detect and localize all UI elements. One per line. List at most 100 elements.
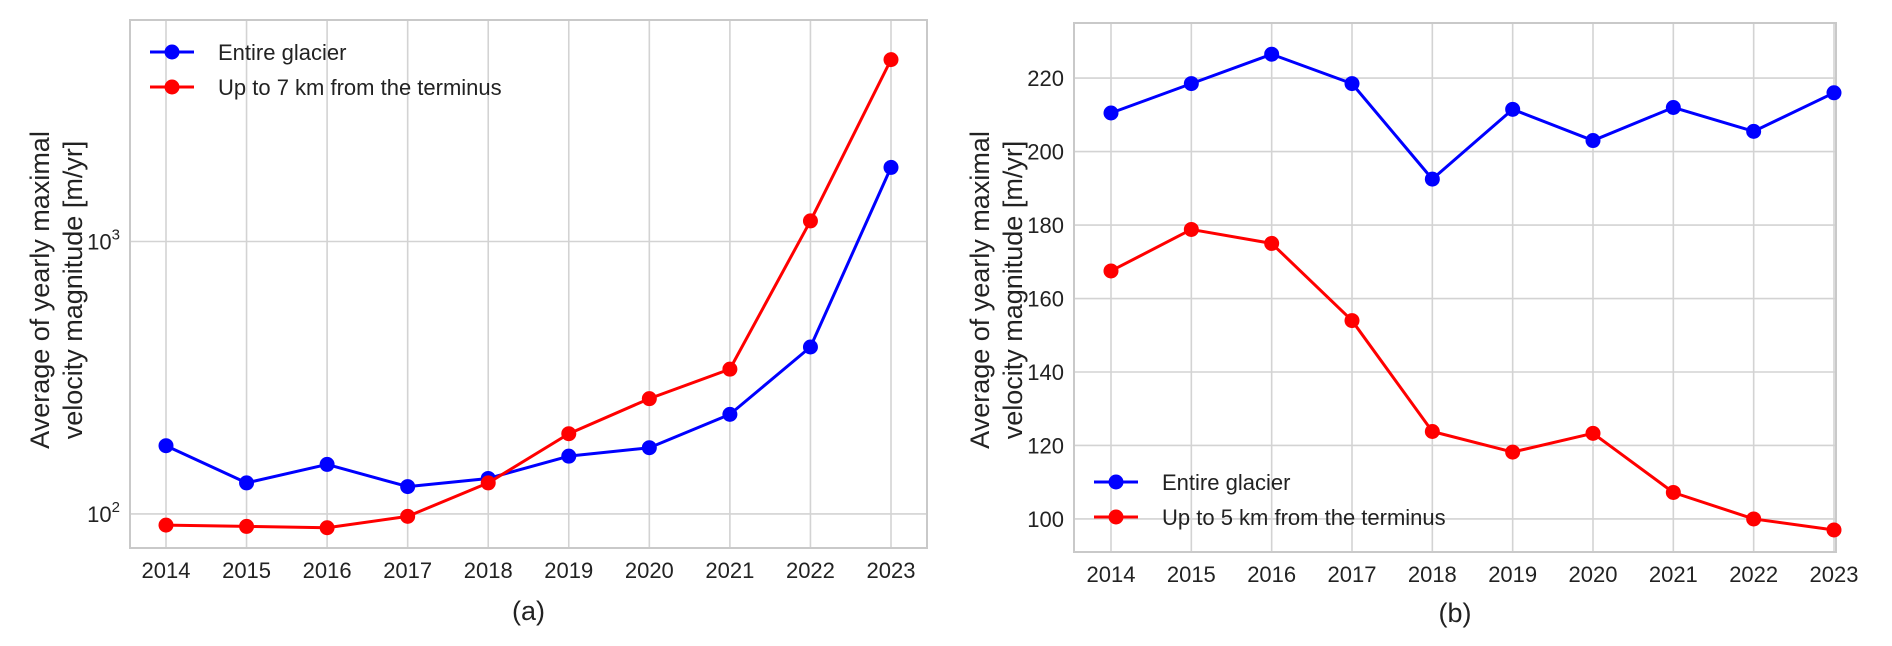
x-tick-label: 2014 (142, 558, 191, 583)
data-point (561, 426, 577, 442)
legend-label: Entire glacier (1162, 470, 1290, 495)
y-tick-label: 140 (1027, 360, 1064, 385)
panel-label: (a) (512, 596, 545, 626)
data-point (1585, 133, 1601, 149)
data-point (1746, 123, 1762, 139)
y-axis-label: velocity magnitude [m/yr] (58, 141, 88, 440)
data-point (722, 406, 738, 422)
data-point (883, 52, 899, 68)
y-axis-label: velocity magnitude [m/yr] (998, 141, 1028, 440)
series-near-terminus (1103, 221, 1842, 538)
data-point (158, 438, 174, 454)
plot-frame (1073, 22, 1837, 553)
x-tick-label: 2023 (867, 558, 916, 583)
data-point (722, 361, 738, 377)
data-point (1183, 76, 1199, 92)
y-axis-label: Average of yearly maximal (965, 131, 995, 449)
y-tick-label: 220 (1027, 66, 1064, 91)
data-point (239, 475, 255, 491)
data-point (883, 159, 899, 175)
data-point (802, 213, 818, 229)
data-point (1264, 235, 1280, 251)
x-tick-label: 2022 (1729, 562, 1778, 587)
legend: Entire glacier Up to 7 km from the termin… (150, 40, 502, 100)
legend-marker (164, 79, 180, 95)
legend-marker (164, 44, 180, 60)
data-point (641, 440, 657, 456)
data-point (1746, 511, 1762, 527)
data-point (400, 508, 416, 524)
y-axis-label: Average of yearly maximal (25, 131, 55, 449)
data-point (1585, 425, 1601, 441)
x-tick-label: 2022 (786, 558, 835, 583)
series-entire-glacier (1103, 46, 1842, 187)
legend: Entire glacier Up to 5 km from the termin… (1094, 470, 1446, 530)
data-point (158, 517, 174, 533)
legend-label: Entire glacier (218, 40, 346, 65)
data-point (1344, 76, 1360, 92)
x-tick-label: 2016 (303, 558, 352, 583)
x-tick-label: 2018 (1408, 562, 1457, 587)
data-point (1103, 105, 1119, 121)
data-point (319, 456, 335, 472)
gridlines (1074, 23, 1836, 552)
x-tick-label: 2021 (1649, 562, 1698, 587)
data-point (1103, 263, 1119, 279)
series-line (1110, 52, 1835, 181)
data-point (400, 479, 416, 495)
y-tick-label: 120 (1027, 433, 1064, 458)
y-tick-label: 100 (1027, 507, 1064, 532)
x-tick-label: 2019 (544, 558, 593, 583)
y-tick-label: 103 (87, 226, 120, 254)
data-point (641, 391, 657, 407)
x-tick-label: 2018 (464, 558, 513, 583)
chart-panel-a: 2014 2015 2016 2017 2018 2019 2020 2021 2022 2023… (25, 19, 928, 626)
y-tick-label: 102 (87, 499, 120, 527)
data-point (1424, 171, 1440, 187)
y-tick-label: 180 (1027, 213, 1064, 238)
data-point (1264, 46, 1280, 62)
panel-label: (b) (1439, 598, 1472, 628)
x-tick-label: 2014 (1087, 562, 1136, 587)
data-point (1826, 522, 1842, 538)
x-tick-label: 2017 (1328, 562, 1377, 587)
x-tick-label: 2019 (1488, 562, 1537, 587)
plot-frame (129, 19, 928, 549)
y-tick-label: 200 (1027, 140, 1064, 165)
data-point (561, 448, 577, 464)
legend-label: Up to 5 km from the terminus (1162, 505, 1446, 530)
legend-marker (1108, 509, 1124, 525)
data-point (1183, 221, 1199, 237)
chart-a-svg: 2014 2015 2016 2017 2018 2019 2020 2021 2022 2023… (25, 19, 928, 626)
x-tick-label: 2020 (625, 558, 674, 583)
series-line (165, 166, 893, 489)
data-point (802, 339, 818, 355)
series-near-terminus (158, 52, 899, 536)
chart-b-svg: 2014 2015 2016 2017 2018 2019 2020 2021 2022 2023… (965, 22, 1859, 628)
data-point (1665, 484, 1681, 500)
x-tick-label: 2015 (222, 558, 271, 583)
legend-marker (1108, 474, 1124, 490)
gridlines (130, 20, 927, 548)
series-entire-glacier (158, 159, 899, 495)
series-line (1110, 227, 1835, 532)
legend-label: Up to 7 km from the terminus (218, 75, 502, 100)
x-tick-label: 2017 (383, 558, 432, 583)
x-tick-label: 2021 (705, 558, 754, 583)
data-point (1505, 444, 1521, 460)
x-tick-label: 2023 (1810, 562, 1859, 587)
data-point (239, 518, 255, 534)
data-point (1665, 99, 1681, 115)
y-tick-label: 160 (1027, 287, 1064, 312)
x-tick-label: 2020 (1569, 562, 1618, 587)
data-point (1344, 313, 1360, 329)
data-point (480, 475, 496, 491)
data-point (319, 520, 335, 536)
chart-panel-b: 2014 2015 2016 2017 2018 2019 2020 2021 2022 2023… (946, 0, 1892, 646)
data-point (1505, 101, 1521, 117)
x-tick-label: 2016 (1247, 562, 1296, 587)
x-tick-label: 2015 (1167, 562, 1216, 587)
series-line (165, 58, 893, 530)
data-point (1424, 424, 1440, 440)
data-point (1826, 85, 1842, 101)
